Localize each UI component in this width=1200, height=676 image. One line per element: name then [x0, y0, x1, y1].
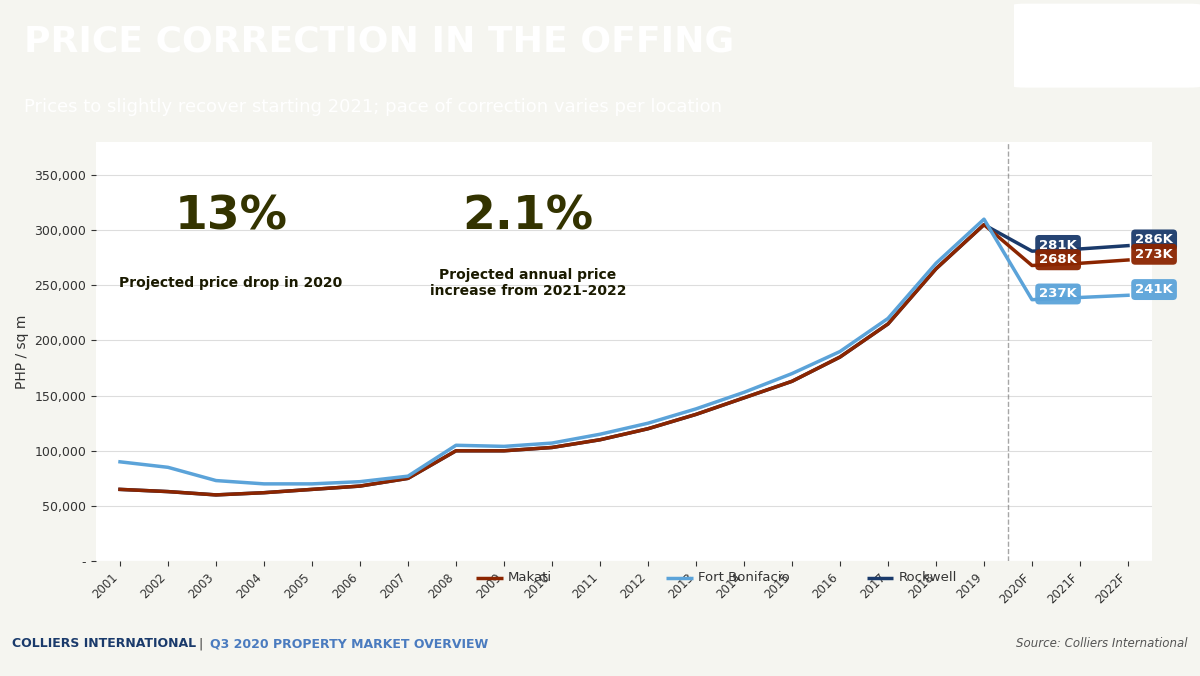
- Text: Q3 2020 PROPERTY MARKET OVERVIEW: Q3 2020 PROPERTY MARKET OVERVIEW: [210, 637, 488, 650]
- Text: Projected annual price
increase from 2021-2022: Projected annual price increase from 202…: [430, 268, 626, 298]
- Text: 281K: 281K: [1039, 239, 1076, 252]
- Text: Fort Bonifacio: Fort Bonifacio: [698, 571, 790, 585]
- Text: PRICE CORRECTION IN THE OFFING: PRICE CORRECTION IN THE OFFING: [24, 24, 734, 58]
- Text: 237K: 237K: [1039, 287, 1076, 300]
- Text: |: |: [198, 637, 203, 650]
- Text: COLLIERS INTERNATIONAL: COLLIERS INTERNATIONAL: [12, 637, 196, 650]
- Text: 241K: 241K: [1135, 283, 1172, 296]
- Text: INTERNATIONAL: INTERNATIONAL: [1063, 61, 1152, 71]
- Text: 286K: 286K: [1135, 233, 1174, 247]
- Text: 13%: 13%: [174, 195, 288, 240]
- Y-axis label: PHP / sq m: PHP / sq m: [14, 314, 29, 389]
- Text: Projected price drop in 2020: Projected price drop in 2020: [119, 276, 343, 290]
- Text: Prices to slightly recover starting 2021; pace of correction varies per location: Prices to slightly recover starting 2021…: [24, 98, 722, 116]
- Text: Source: Colliers International: Source: Colliers International: [1016, 637, 1188, 650]
- Text: Colliers: Colliers: [1067, 25, 1148, 44]
- Text: Rockwell: Rockwell: [899, 571, 956, 585]
- Text: 268K: 268K: [1039, 254, 1078, 266]
- Text: 2.1%: 2.1%: [462, 195, 594, 240]
- FancyBboxPatch shape: [1014, 3, 1200, 88]
- Text: 273K: 273K: [1135, 248, 1172, 261]
- Text: Makati: Makati: [508, 571, 552, 585]
